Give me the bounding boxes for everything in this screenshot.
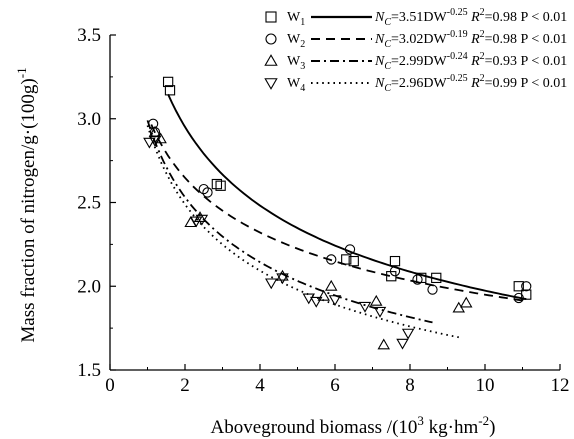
legend-equation: NC=3.02DW-0.19 R2=0.98 P < 0.01 [374, 29, 567, 50]
data-point-w1 [162, 76, 174, 88]
data-point-w2 [412, 274, 423, 285]
x-tick-label: 8 [405, 375, 415, 396]
data-point-w3 [370, 294, 383, 306]
data-point-w1 [513, 281, 524, 292]
y-tick-label: 3.0 [77, 109, 101, 130]
data-markers [143, 76, 532, 350]
legend-marker-w4 [264, 78, 278, 90]
data-point-w2 [344, 244, 356, 255]
data-point-w2 [202, 187, 213, 198]
y-tick-label: 2.5 [77, 193, 101, 214]
data-point-w2 [389, 266, 401, 277]
data-point-w4 [276, 273, 289, 285]
data-point-w1 [431, 272, 442, 284]
x-axis-title: Aboveground biomass /(103 kg·hm-2) [211, 413, 496, 438]
data-point-w2 [198, 183, 209, 195]
fit-line-w4 [146, 125, 459, 339]
data-point-w4 [265, 278, 278, 290]
data-point-w1 [348, 255, 359, 267]
y-tick-label: 2.0 [77, 276, 101, 297]
data-point-w3 [317, 289, 330, 301]
x-tick-label: 2 [180, 375, 190, 396]
legend-equation: NC=2.99DW-0.24 R2=0.93 P < 0.01 [374, 51, 567, 72]
axes: 0 2 4 6 8 10 12 1.5 2.0 2.5 3.0 3.5 [77, 25, 569, 396]
data-point-w1 [215, 180, 226, 191]
y-axis-title: Mass fraction of nitrogen/g·(100g)-1 [14, 67, 39, 342]
data-point-w3 [460, 296, 473, 308]
fit-lines [146, 93, 527, 339]
data-point-w4 [373, 306, 387, 318]
x-tick-label: 4 [255, 375, 265, 396]
data-point-w4 [143, 137, 156, 149]
data-point-w1 [211, 178, 223, 190]
data-point-w4 [195, 214, 209, 226]
data-point-w1 [389, 255, 401, 267]
legend-marker-w1 [265, 11, 277, 23]
fit-line-w1 [167, 93, 527, 301]
legend-series-name: W3 [287, 54, 305, 72]
data-point-w2 [521, 281, 532, 292]
fit-line-w2 [150, 124, 527, 302]
data-point-w1 [341, 254, 352, 265]
y-tick-label: 3.5 [77, 25, 101, 46]
data-point-w3 [377, 338, 390, 350]
data-point-w4 [396, 338, 409, 350]
data-point-w3 [325, 279, 338, 291]
data-point-w2 [427, 284, 438, 295]
legend: W1 NC=3.51DW-0.25 R2=0.98 P < 0.01 W2 NC=3.… [264, 7, 567, 94]
data-point-w4 [358, 301, 372, 313]
x-tick-label: 0 [105, 375, 115, 396]
legend-series-name: W4 [287, 76, 305, 94]
data-point-w4 [190, 216, 203, 228]
data-point-w3 [276, 269, 289, 281]
x-tick-label: 6 [330, 375, 340, 396]
fit-line-w3 [146, 120, 433, 324]
data-point-w1 [164, 85, 176, 96]
data-point-w4 [310, 296, 323, 308]
legend-series-name: W2 [287, 32, 305, 50]
legend-equation: NC=2.96DW-0.25 R2=0.99 P < 0.01 [374, 73, 567, 94]
legend-equation: NC=3.51DW-0.25 R2=0.98 P < 0.01 [374, 7, 567, 28]
x-tick-label: 10 [476, 375, 495, 396]
legend-marker-w3 [264, 54, 278, 66]
data-point-w2 [513, 292, 524, 304]
data-point-w3 [148, 125, 162, 137]
data-point-w4 [328, 295, 342, 307]
legend-series-name: W1 [287, 10, 305, 28]
data-point-w4 [401, 328, 415, 340]
y-tick-label: 1.5 [77, 360, 101, 381]
data-point-w2 [326, 254, 337, 265]
data-point-w4 [148, 136, 162, 147]
legend-marker-w2 [265, 33, 277, 45]
data-point-w3 [154, 132, 167, 144]
x-tick-label: 12 [551, 375, 570, 396]
